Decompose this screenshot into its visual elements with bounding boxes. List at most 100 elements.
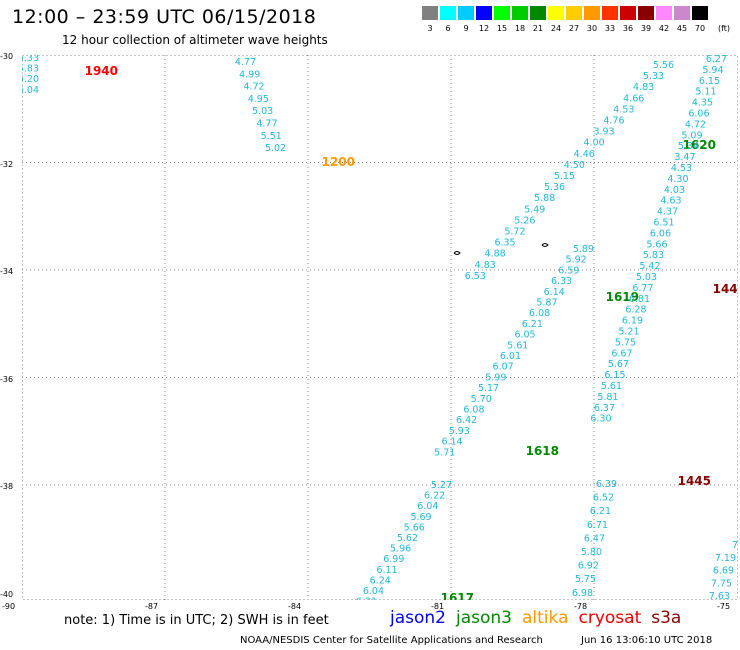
swh-value: 4.99 <box>239 69 260 80</box>
swh-value: 6.77 <box>632 283 653 294</box>
swh-value: 5.33 <box>643 71 664 82</box>
longitude-label: -81 <box>431 602 445 611</box>
swh-value: 4.63 <box>660 196 681 207</box>
satellite-legend: jason2 jason3 altika cryosat s3a <box>390 608 691 628</box>
swh-value: 6.21 <box>590 506 611 517</box>
swh-value: 6.07 <box>493 362 514 373</box>
swh-value: 6.71 <box>587 520 608 531</box>
swh-value: 5.80 <box>581 547 602 558</box>
swh-value: 6.19 <box>622 316 643 327</box>
swh-value: 5.75 <box>615 337 636 348</box>
latitude-label: -34 <box>0 267 14 276</box>
swh-value: 6.04 <box>363 586 384 597</box>
legend-swatch <box>458 6 474 20</box>
latitude-label: -32 <box>0 159 14 169</box>
swh-value: 3.47 <box>674 152 695 163</box>
swh-value: 6.06 <box>688 109 709 120</box>
swh-value: 6.67 <box>611 348 632 359</box>
legend-bin-label: 42 <box>658 24 670 33</box>
pass-time-label: 1619 <box>606 290 639 304</box>
wave-height-map: 5.335.835.206.0419404.774.994.724.955.03… <box>22 55 738 600</box>
legend-bin-label: 21 <box>532 24 544 33</box>
swh-value: 6.14 <box>441 437 462 448</box>
swh-value: 6.11 <box>376 565 397 576</box>
swh-value: 6.22 <box>424 491 445 502</box>
swh-value: 4.76 <box>603 116 624 127</box>
swh-value: 5.96 <box>390 544 411 555</box>
legend-swatch <box>620 6 636 20</box>
latitude-label: -38 <box>0 482 14 491</box>
swh-value: 6.53 <box>465 271 486 282</box>
latitude-label: -40 <box>0 589 14 599</box>
swh-value: 5.83 <box>22 64 39 75</box>
swh-value: 7.19 <box>715 553 736 564</box>
legend-bin-label: 12 <box>478 24 490 33</box>
legend-bin-label: 36 <box>622 24 634 33</box>
swh-value: 5.03 <box>636 272 657 283</box>
map-plot-area: 5.335.835.206.0419404.774.994.724.955.03… <box>22 55 738 600</box>
swh-value: 6.98 <box>572 588 593 599</box>
swh-value: 5.27 <box>431 480 452 491</box>
swh-value: 6.92 <box>578 561 599 572</box>
swh-value: 5.92 <box>566 255 587 266</box>
legend-swatch <box>548 6 564 20</box>
swh-value: 5.03 <box>252 106 273 117</box>
swh-value: 5.56 <box>653 60 674 71</box>
swh-value: 5.02 <box>265 143 286 154</box>
chart-title: 12:00 – 23:59 UTC 06/15/2018 <box>12 6 317 28</box>
swh-value: 5.87 <box>536 298 557 309</box>
swh-value: 5.99 <box>485 372 506 383</box>
longitude-label: -84 <box>288 602 302 611</box>
swh-value: 4.83 <box>633 82 654 93</box>
swh-value: 6.15 <box>699 76 720 87</box>
swh-value: 5.94 <box>702 65 723 76</box>
swh-value: 5.67 <box>608 359 629 370</box>
swh-value: 6.21 <box>356 597 377 600</box>
swh-value: 6.21 <box>522 319 543 330</box>
swh-value: 5.51 <box>261 131 282 142</box>
satellite-label-jason3: jason3 <box>456 608 512 628</box>
swh-value: 5.66 <box>404 522 425 533</box>
swh-value: 5.81 <box>597 392 618 403</box>
swh-value: 5.36 <box>544 182 565 193</box>
swh-value: 4.72 <box>243 82 264 93</box>
legend-swatch <box>602 6 618 20</box>
legend-unit: (ft) <box>718 24 731 33</box>
swh-value: 5.71 <box>434 447 455 458</box>
swh-value: 5.33 <box>22 55 39 64</box>
swh-value: 4.35 <box>692 98 713 109</box>
legend-bin-label: 39 <box>640 24 652 33</box>
swh-value: 6.01 <box>500 351 521 362</box>
swh-value: 6.51 <box>653 218 674 229</box>
swh-value: 5.61 <box>507 340 528 351</box>
generation-timestamp: Jun 16 13:06:10 UTC 2018 <box>581 635 713 646</box>
swh-value: 4.50 <box>564 160 585 171</box>
pass-time-label: 1620 <box>683 138 716 152</box>
legend-bin-label: 18 <box>514 24 526 33</box>
swh-value: 5.70 <box>471 394 492 405</box>
swh-value: 6.04 <box>417 501 438 512</box>
legend-swatch <box>512 6 528 20</box>
legend-swatch <box>440 6 456 20</box>
legend-swatch <box>656 6 672 20</box>
pass-time-label: 1618 <box>526 444 559 458</box>
swh-value: 5.83 <box>643 250 664 261</box>
swh-value: 4.95 <box>248 94 269 105</box>
legend-bin-label: 15 <box>496 24 508 33</box>
swh-value: 5.20 <box>22 74 39 85</box>
swh-value: 5.49 <box>524 204 545 215</box>
swh-value: 6.81 <box>629 294 650 305</box>
map-frame <box>22 55 738 600</box>
pass-time-label: 1940 <box>85 64 118 78</box>
legend-bin-label: 45 <box>676 24 688 33</box>
satellite-label-jason2: jason2 <box>390 608 446 628</box>
swh-value: 5.72 <box>504 227 525 238</box>
swh-value: 6.30 <box>590 414 611 425</box>
legend-bin-label: 30 <box>586 24 598 33</box>
legend-swatch <box>422 6 438 20</box>
footnote: note: 1) Time is in UTC; 2) SWH is in fe… <box>64 613 329 628</box>
legend-swatch <box>584 6 600 20</box>
pass-time-label: 1617 <box>441 591 474 600</box>
legend-swatch <box>530 6 546 20</box>
swh-value: 5.21 <box>618 327 639 338</box>
